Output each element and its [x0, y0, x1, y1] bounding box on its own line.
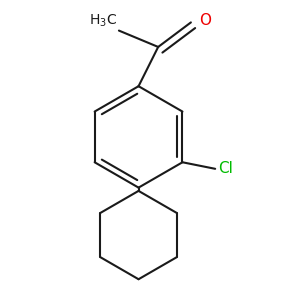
Text: Cl: Cl — [218, 161, 233, 176]
Text: O: O — [199, 13, 211, 28]
Text: H$_3$C: H$_3$C — [89, 13, 117, 29]
